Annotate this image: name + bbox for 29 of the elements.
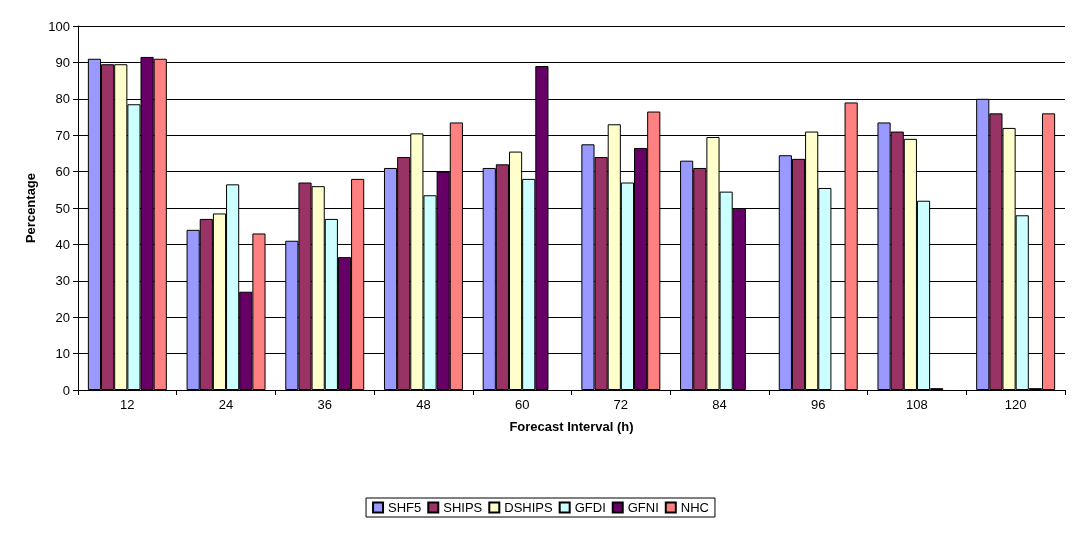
x-tick-label: 48 xyxy=(416,397,431,412)
y-tick-label: 30 xyxy=(55,273,70,289)
y-tick-label: 80 xyxy=(55,91,70,107)
x-tick-label: 108 xyxy=(906,397,928,412)
y-tick-label: 10 xyxy=(55,346,70,362)
x-tick-label: 120 xyxy=(1004,397,1027,412)
x-axis-title: Forecast Interval (h) xyxy=(509,419,634,434)
legend-label: SHF5 xyxy=(388,500,422,515)
x-tick-label: 84 xyxy=(712,397,727,412)
y-tick-label: 0 xyxy=(62,382,70,398)
y-tick-label: 90 xyxy=(55,54,70,70)
y-tick-label: 70 xyxy=(55,127,70,143)
legend-label: GFDI xyxy=(574,500,606,515)
legend-label: NHC xyxy=(680,500,709,515)
x-tick-label: 36 xyxy=(317,397,332,412)
x-tick-label: 72 xyxy=(613,397,629,412)
x-tick-label: 60 xyxy=(514,397,530,412)
y-tick-label: 60 xyxy=(55,164,70,180)
y-tick-label: 50 xyxy=(55,200,70,216)
y-axis-title: Percentage xyxy=(23,172,39,244)
x-tick-label: 24 xyxy=(218,397,234,412)
y-tick-label: 20 xyxy=(55,309,70,325)
y-tick-label: 40 xyxy=(55,236,70,252)
legend-label: SHIPS xyxy=(443,500,483,515)
y-tick-label: 100 xyxy=(48,18,70,34)
x-tick-label: 96 xyxy=(811,397,826,412)
legend-label: GFNI xyxy=(627,500,659,515)
x-tick-label: 12 xyxy=(120,397,135,412)
legend-label: DSHIPS xyxy=(504,500,554,515)
